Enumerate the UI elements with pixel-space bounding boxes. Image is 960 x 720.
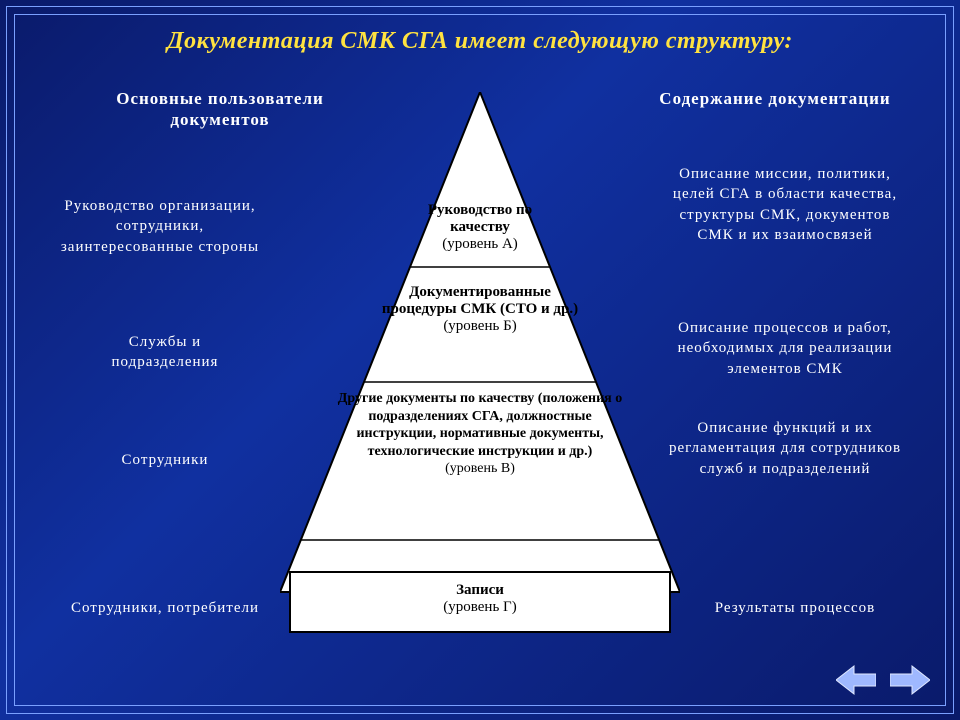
- pyr-level-1: Документированные процедуры СМК (СТО и д…: [370, 284, 590, 335]
- pyr-level-3-norm: (уровень Г): [443, 599, 516, 615]
- prev-button[interactable]: [836, 664, 876, 696]
- right-column-header: Содержание документации: [640, 88, 910, 109]
- pyramid-triangle: [280, 92, 680, 592]
- pyr-level-2-bold: Другие документы по качеству (положения …: [338, 391, 623, 459]
- right-label-0: Описание миссии, политики, целей СГА в о…: [660, 164, 910, 245]
- pyr-level-3-bold: Записи: [456, 582, 504, 598]
- pyr-level-2: Другие документы по качеству (положения …: [330, 390, 630, 478]
- pyr-level-1-norm: (уровень Б): [443, 318, 516, 334]
- left-label-0: Руководство организации,сотрудники,заинт…: [60, 196, 260, 257]
- pyramid: Руководство по качеству (уровень А) Доку…: [280, 92, 680, 652]
- slide: Документация СМК СГА имеет следующую стр…: [0, 0, 960, 720]
- left-label-3: Сотрудники, потребители: [70, 598, 260, 618]
- pyr-level-0: Руководство по качеству (уровень А): [400, 202, 560, 253]
- nav-arrows: [836, 664, 930, 696]
- next-button[interactable]: [890, 664, 930, 696]
- left-label-1: Службы и подразделения: [80, 332, 250, 373]
- pyr-level-1-bold: Документированные процедуры СМК (СТО и д…: [382, 284, 578, 317]
- pyr-level-0-bold: Руководство по качеству: [428, 202, 532, 235]
- right-label-1: Описание процессов и работ, необходимых …: [660, 318, 910, 379]
- slide-title: Документация СМК СГА имеет следующую стр…: [0, 28, 960, 55]
- left-label-2: Сотрудники: [80, 450, 250, 470]
- pyr-level-2-norm: (уровень В): [445, 461, 515, 476]
- right-label-3: Результаты процессов: [700, 598, 890, 618]
- right-label-2: Описание функций и их регламентация для …: [660, 418, 910, 479]
- arrow-left-icon: [836, 664, 876, 696]
- pyr-level-3: Записи (уровень Г): [320, 582, 640, 616]
- pyr-level-0-norm: (уровень А): [442, 236, 518, 252]
- pyramid-svg: [280, 92, 680, 652]
- arrow-right-icon: [890, 664, 930, 696]
